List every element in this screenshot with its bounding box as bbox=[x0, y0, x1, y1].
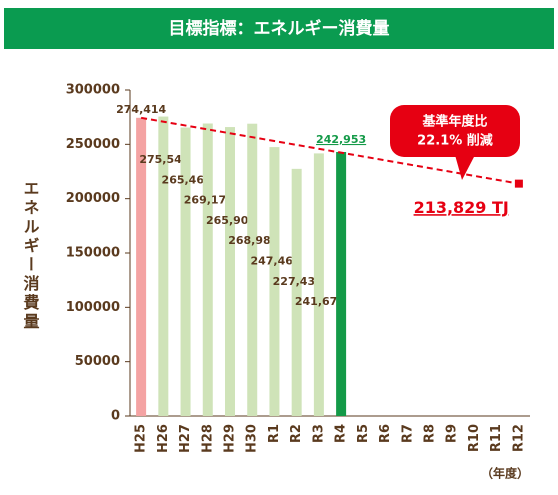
target-label: 213,829 TJ bbox=[414, 198, 509, 217]
data-label: 247,460 bbox=[250, 255, 300, 268]
x-tick-label: H30 bbox=[245, 424, 260, 453]
x-tick-label: R2 bbox=[289, 424, 304, 443]
chart-title: 目標指標：エネルギー消費量 bbox=[169, 18, 390, 39]
x-tick-label: H25 bbox=[134, 424, 149, 453]
x-tick-label: R12 bbox=[511, 424, 526, 452]
y-tick-label: 200000 bbox=[66, 191, 120, 206]
data-label: 242,953 bbox=[316, 133, 366, 146]
callout-pointer bbox=[455, 155, 475, 180]
x-tick-label: R8 bbox=[423, 424, 438, 443]
data-label: 275,549 bbox=[139, 153, 189, 166]
bar bbox=[202, 123, 213, 416]
y-tick-label: 100000 bbox=[66, 300, 120, 315]
bar bbox=[336, 151, 347, 416]
x-tick-label: R11 bbox=[489, 424, 504, 452]
x-tick-label: R3 bbox=[311, 424, 326, 443]
bar bbox=[136, 117, 147, 416]
x-tick-label: R9 bbox=[445, 424, 460, 443]
y-tick-label: 150000 bbox=[66, 246, 120, 261]
title-bar bbox=[4, 8, 554, 49]
target-marker bbox=[514, 179, 523, 188]
x-tick-label: H26 bbox=[156, 424, 171, 453]
data-label: 241,671 bbox=[295, 295, 345, 308]
bar bbox=[180, 127, 191, 416]
x-tick-label: H29 bbox=[223, 424, 238, 453]
x-tick-label: R1 bbox=[267, 424, 282, 443]
bar bbox=[247, 123, 258, 416]
bar bbox=[291, 168, 302, 416]
y-tick-label: 300000 bbox=[66, 83, 120, 98]
bar bbox=[225, 127, 235, 417]
x-tick-label: H27 bbox=[178, 424, 193, 453]
data-label: 265,900 bbox=[206, 214, 256, 227]
x-tick-label: R6 bbox=[378, 424, 393, 443]
x-tick-label: R7 bbox=[400, 424, 415, 443]
data-label: 265,466 bbox=[162, 173, 212, 186]
data-label: 227,431 bbox=[273, 275, 323, 288]
x-tick-label: R4 bbox=[334, 424, 349, 443]
y-tick-label: 250000 bbox=[66, 137, 120, 152]
x-tick-label: R10 bbox=[467, 424, 482, 452]
x-tick-label: H28 bbox=[200, 424, 215, 453]
callout-box bbox=[390, 105, 520, 157]
data-label: 274,414 bbox=[116, 103, 166, 116]
bar bbox=[269, 147, 280, 417]
bar bbox=[313, 153, 324, 416]
callout-text: 基準年度比 bbox=[421, 114, 487, 130]
y-axis-label: エネルギー消費量 bbox=[21, 180, 40, 332]
x-tick-label: R5 bbox=[356, 424, 371, 443]
target-line bbox=[140, 116, 520, 185]
data-label: 268,982 bbox=[228, 234, 278, 247]
data-label: 269,177 bbox=[184, 194, 234, 207]
callout-text: 22.1% 削減 bbox=[417, 133, 493, 149]
y-tick-label: 0 bbox=[111, 409, 120, 424]
y-tick-label: 50000 bbox=[75, 354, 120, 369]
bar bbox=[158, 116, 169, 417]
x-axis-label: （年度） bbox=[481, 466, 529, 481]
